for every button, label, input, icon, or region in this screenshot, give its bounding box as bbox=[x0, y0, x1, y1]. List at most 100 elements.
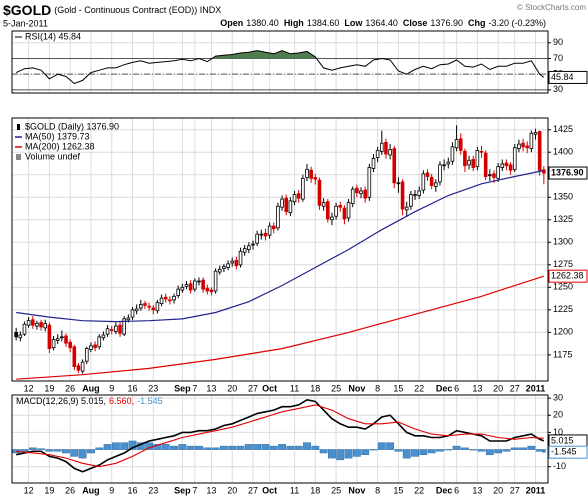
histogram-bar bbox=[527, 445, 536, 450]
candle-body bbox=[334, 205, 338, 217]
value-tag-label: -1.545 bbox=[551, 447, 577, 457]
candle-body bbox=[284, 197, 289, 213]
x-tick-label: Aug bbox=[82, 485, 100, 495]
histogram-bar bbox=[460, 447, 469, 450]
candle-body bbox=[43, 322, 48, 329]
candle-body bbox=[180, 286, 185, 291]
histogram-bar bbox=[485, 449, 494, 455]
x-tick-label: Sep bbox=[174, 383, 191, 393]
candle-body bbox=[463, 150, 467, 167]
candle-body bbox=[446, 161, 451, 165]
candle-body bbox=[529, 132, 534, 150]
candle-body bbox=[475, 150, 480, 168]
candle-body bbox=[271, 225, 276, 230]
candle-body bbox=[147, 305, 151, 308]
x-tick-label: 13 bbox=[206, 485, 216, 495]
candle-body bbox=[450, 146, 455, 162]
candle-body bbox=[305, 168, 309, 178]
candle-body bbox=[188, 283, 193, 291]
moving-average-line bbox=[16, 169, 544, 323]
histogram-bar bbox=[37, 448, 45, 450]
candle-body bbox=[126, 317, 131, 321]
quote-label: Low bbox=[344, 18, 363, 28]
panel-border bbox=[11, 394, 549, 484]
macd-line bbox=[16, 404, 544, 468]
x-tick-label: 8 bbox=[375, 485, 380, 495]
candle-body bbox=[342, 207, 347, 220]
candle-body bbox=[467, 159, 471, 166]
candle-body bbox=[434, 182, 438, 187]
quote-value: 1380.40 bbox=[246, 18, 279, 28]
x-tick-label: 11 bbox=[290, 383, 299, 393]
candle-body bbox=[184, 284, 189, 287]
value-tag-label: 1262.38 bbox=[551, 271, 584, 281]
x-tick-label: 13 bbox=[206, 383, 216, 393]
legend-swatch bbox=[17, 124, 20, 130]
candle-body bbox=[80, 361, 85, 372]
quote-value: -3.20 (-0.23%) bbox=[488, 18, 546, 28]
candle-body bbox=[30, 319, 35, 326]
candle-body bbox=[151, 307, 156, 311]
candle-body bbox=[193, 280, 197, 290]
y-tick-label: 10 bbox=[553, 427, 563, 437]
x-tick-label: Sep bbox=[174, 485, 191, 495]
x-tick-label: 23 bbox=[148, 485, 158, 495]
candle-body bbox=[400, 181, 405, 210]
histogram-bar bbox=[344, 449, 353, 459]
candle-body bbox=[159, 297, 164, 304]
candle-body bbox=[363, 189, 367, 199]
x-tick-label: 27 bbox=[510, 485, 520, 495]
x-tick-label: 26 bbox=[65, 485, 75, 495]
x-tick-label: 2011 bbox=[526, 485, 546, 495]
candle-body bbox=[26, 320, 31, 326]
candle-body bbox=[143, 303, 147, 306]
x-tick-label: 18 bbox=[310, 485, 320, 495]
candle-body bbox=[72, 346, 77, 367]
credit: © StockCharts.com bbox=[517, 3, 586, 12]
quote: Open 1380.40 High 1384.60 Low 1364.40 Close 137… bbox=[220, 18, 546, 28]
description: (Gold - Continuous Contract (EOD)) INDX bbox=[54, 5, 221, 15]
x-tick-label: Oct bbox=[262, 485, 277, 495]
quote-value: 1376.90 bbox=[430, 18, 463, 28]
candle-body bbox=[317, 179, 322, 206]
histogram-bar bbox=[62, 449, 70, 454]
x-tick-label: Oct bbox=[262, 383, 277, 393]
legend-label: RSI(14) 45.84 bbox=[25, 31, 81, 41]
candle-body bbox=[139, 304, 143, 309]
histogram-bar bbox=[45, 449, 54, 452]
histogram-bar bbox=[236, 445, 245, 450]
x-tick-label: 27 bbox=[248, 383, 258, 393]
x-tick-label: 16 bbox=[127, 383, 137, 393]
panel-background bbox=[12, 395, 548, 483]
chart-title: $GOLD (Gold - Continuous Contract (EOD)) … bbox=[3, 2, 221, 18]
candle-body bbox=[330, 216, 334, 221]
candle-body bbox=[292, 194, 297, 203]
candle-body bbox=[521, 142, 525, 148]
candle-body bbox=[259, 233, 264, 236]
histogram-bar bbox=[253, 444, 262, 450]
quote-value: 1384.60 bbox=[307, 18, 340, 28]
histogram-bar bbox=[261, 444, 270, 450]
x-tick-label: 26 bbox=[65, 383, 75, 393]
symbol: $GOLD bbox=[3, 2, 51, 18]
candle-body bbox=[504, 162, 509, 167]
candle-body bbox=[296, 193, 301, 199]
histogram-bar bbox=[195, 445, 203, 450]
candle-body bbox=[280, 198, 284, 208]
candle-body bbox=[384, 141, 388, 155]
candle-body bbox=[492, 173, 496, 178]
histogram-bar bbox=[211, 447, 220, 450]
moving-average-line bbox=[16, 275, 544, 380]
histogram-bar bbox=[436, 449, 444, 452]
macd-line bbox=[16, 398, 545, 473]
quote-label: Close bbox=[403, 18, 428, 28]
candle-body bbox=[242, 248, 247, 253]
x-tick-label: 12 bbox=[24, 485, 34, 495]
x-tick-label: 11 bbox=[290, 485, 299, 495]
value-tag-label: 5.015 bbox=[551, 435, 574, 445]
candle-body bbox=[413, 194, 417, 196]
legend-swatch bbox=[16, 154, 21, 160]
candle-body bbox=[35, 322, 39, 327]
histogram-bar bbox=[286, 445, 295, 450]
candle-body bbox=[483, 152, 488, 177]
